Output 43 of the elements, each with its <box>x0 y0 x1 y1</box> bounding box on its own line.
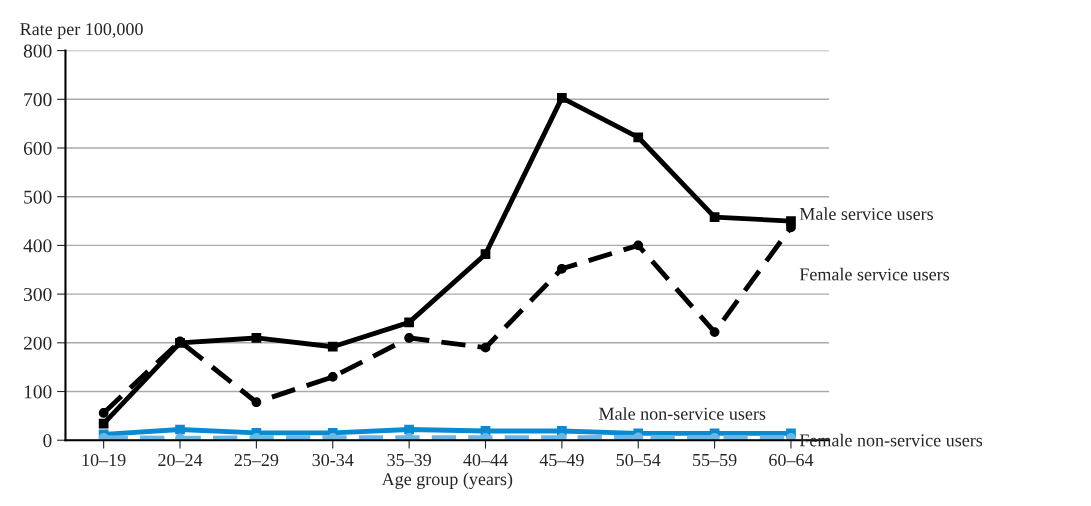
point <box>98 418 109 429</box>
y-tick-label: 800 <box>23 44 52 58</box>
point <box>327 372 338 382</box>
point <box>404 424 414 435</box>
series-label: Female non-service users <box>799 433 983 447</box>
point <box>633 240 644 251</box>
y-tick-label: 0 <box>43 434 52 448</box>
point <box>251 333 262 343</box>
point <box>404 333 414 343</box>
y-tick-label: 100 <box>24 385 52 399</box>
point <box>327 341 338 352</box>
x-tick-label: 40–44 <box>463 453 508 467</box>
y-tick-label: 500 <box>24 190 52 204</box>
point <box>557 263 567 274</box>
x-tick-label: 45–49 <box>539 453 584 467</box>
y-axis-title: Rate per 100,000 <box>20 23 143 39</box>
point <box>557 92 567 103</box>
x-tick-label: 10–19 <box>82 453 126 467</box>
y-tick-label: 200 <box>23 336 52 350</box>
point <box>480 249 491 260</box>
y-tick-label: 400 <box>23 239 52 253</box>
point <box>404 317 414 328</box>
point <box>98 408 109 418</box>
x-tick-label: 25–29 <box>234 453 279 467</box>
x-tick-label: 55–59 <box>693 453 737 467</box>
point <box>480 342 491 353</box>
point <box>709 327 720 337</box>
point <box>633 132 644 143</box>
series-label: Male non-service users <box>599 407 766 420</box>
series-label: Female service users <box>799 267 950 281</box>
y-tick-label: 700 <box>24 93 52 107</box>
x-axis-title: Age group (years) <box>381 472 513 489</box>
point <box>175 424 185 435</box>
point <box>709 212 720 223</box>
series-label: Male service users <box>799 207 934 221</box>
x-tick-label: 35–39 <box>387 453 431 467</box>
y-tick-label: 300 <box>24 287 52 302</box>
x-tick-label: 20–24 <box>158 453 203 467</box>
x-tick-label: 60–64 <box>769 453 814 467</box>
x-tick-label: 50–54 <box>616 453 661 467</box>
y-tick-label: 600 <box>23 141 52 155</box>
point <box>251 397 262 408</box>
x-tick-label: 30-34 <box>312 453 354 467</box>
